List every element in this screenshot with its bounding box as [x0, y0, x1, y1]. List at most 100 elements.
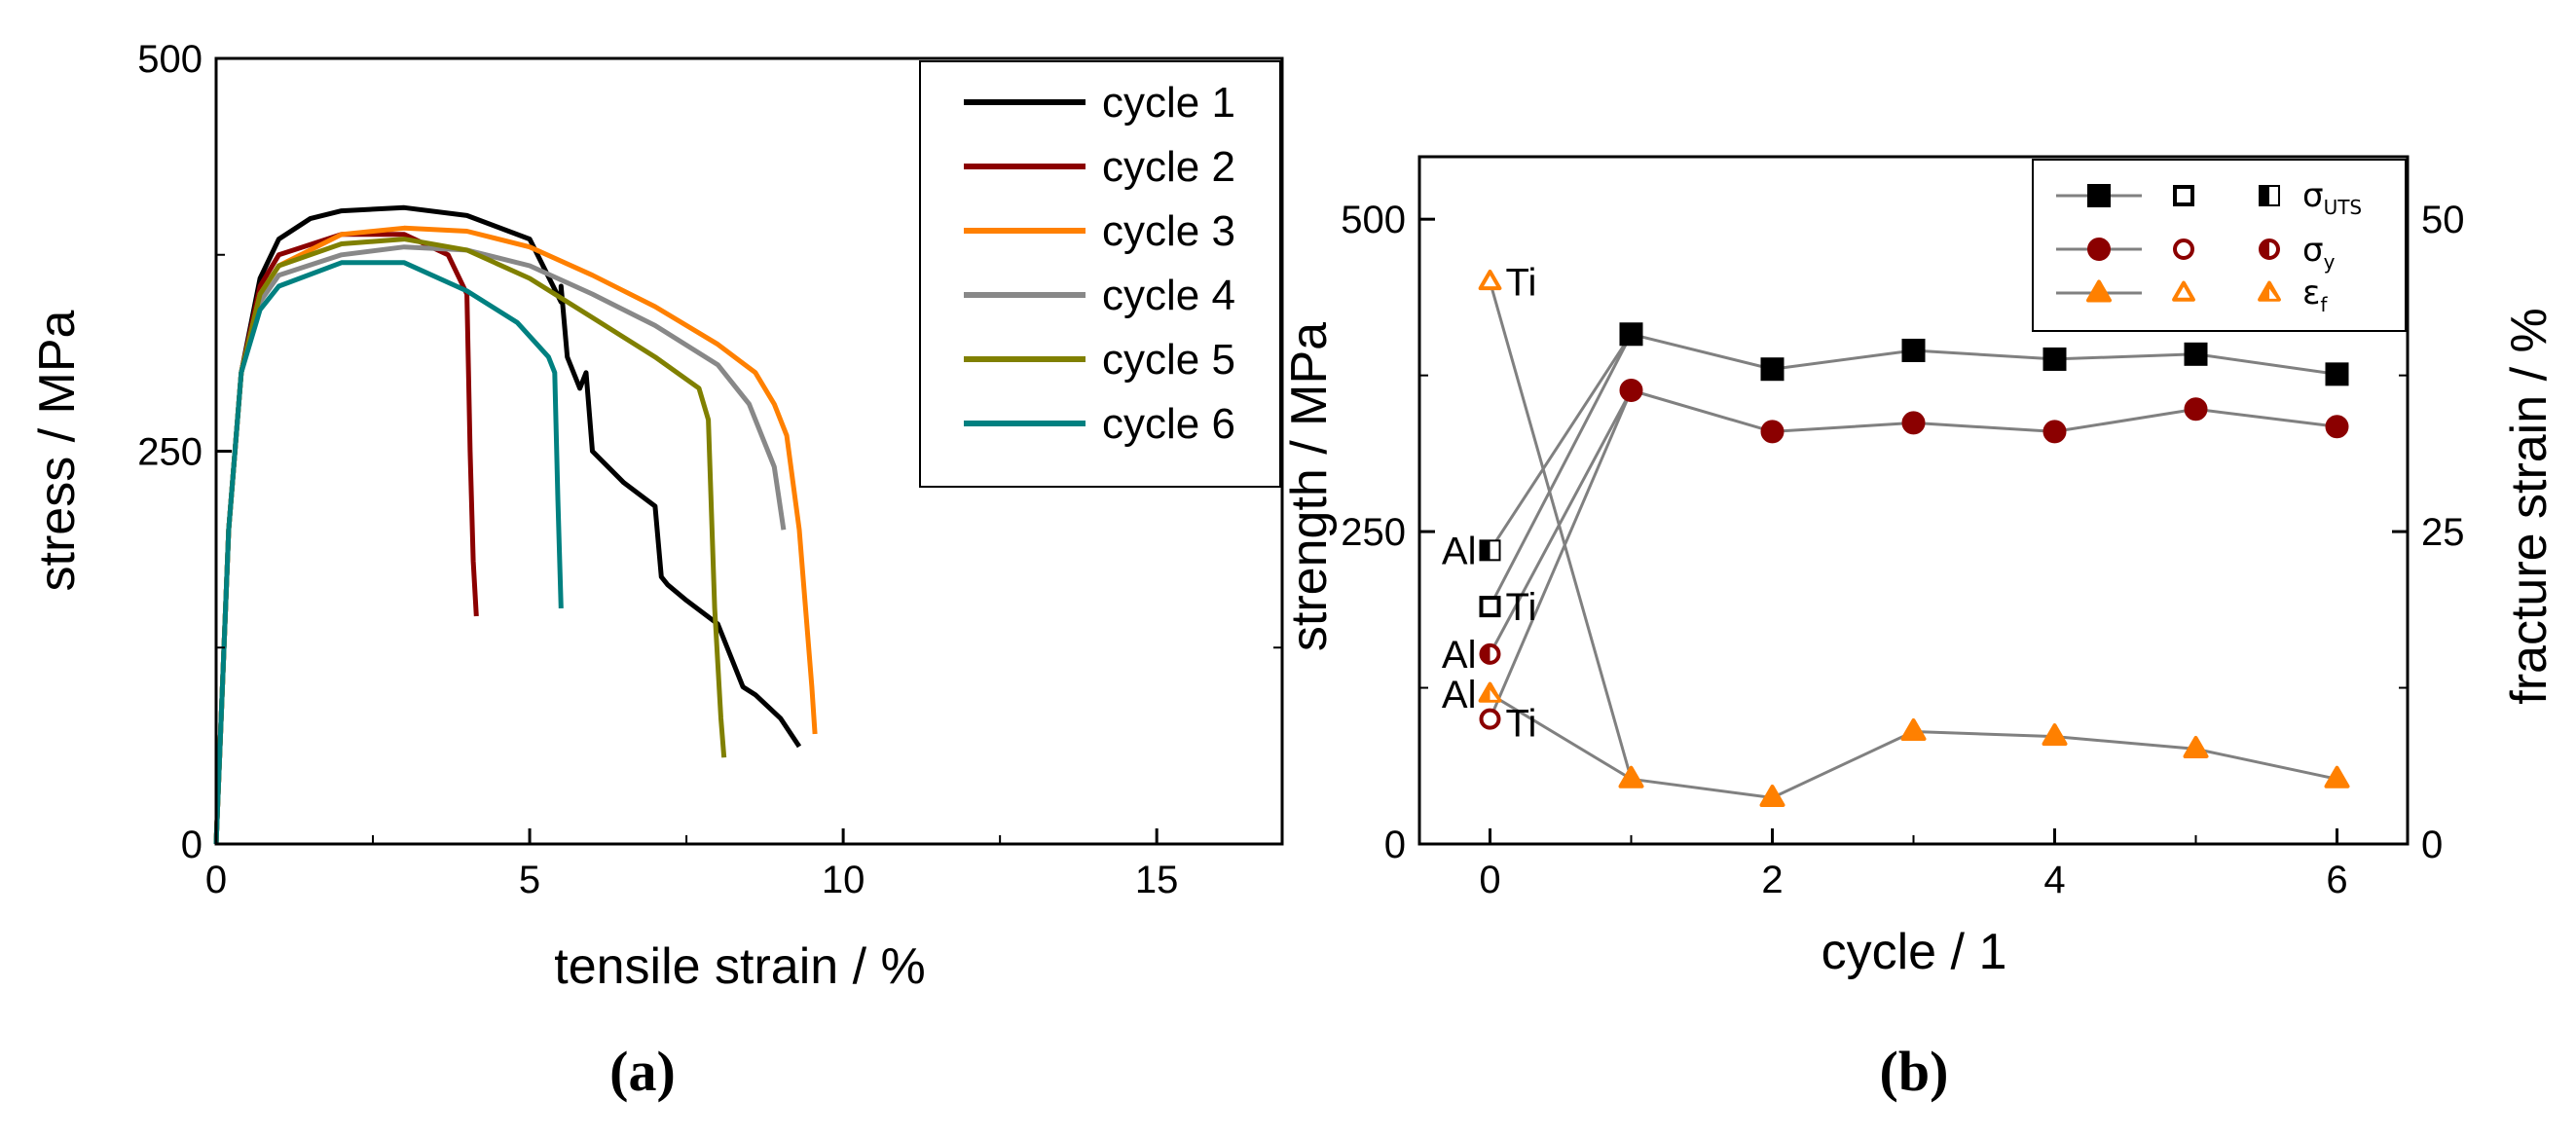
- legend-box: [919, 60, 1281, 488]
- legend-marker-filled-triangle: [2086, 279, 2112, 303]
- data-point-square-shape: [2325, 362, 2349, 386]
- reference-label-al: Al: [1442, 674, 1477, 716]
- panel-b-label: (b): [1880, 1040, 1949, 1103]
- legend-marker-half-triangle-half: [2269, 288, 2277, 299]
- reference-label-al: Al: [1442, 634, 1477, 677]
- panel-a-legend: cycle 1 cycle 2 cycle 3 cycle 4 cycle 5 …: [919, 60, 1281, 488]
- reference-marker-ti: [1479, 596, 1501, 618]
- data-point-triangle: [1618, 765, 1644, 789]
- reference-connector-line: [1489, 389, 1633, 720]
- data-point-circle-shape: [2325, 415, 2349, 439]
- data-point-triangle-shape: [1759, 785, 1785, 808]
- legend-marker-half-circle: [2259, 238, 2280, 260]
- data-point-square-shape: [2184, 342, 2208, 366]
- x-tick-label: 10: [822, 859, 865, 901]
- data-point-triangle-shape: [2042, 723, 2068, 747]
- reference-marker-al: [1479, 642, 1501, 665]
- series-line-square: [1631, 332, 2337, 376]
- legend-marker-filled-circle-shape: [2087, 238, 2111, 261]
- data-point-triangle: [2042, 723, 2068, 747]
- y-tick-label: 500: [137, 38, 202, 81]
- panel-b-data-points: Al Ti Al Ti Ti Al: [1442, 261, 2350, 808]
- data-point-circle: [1619, 379, 1643, 403]
- y-tick-label: 250: [1341, 511, 1406, 554]
- data-point-circle: [2184, 397, 2208, 422]
- panel-a-stress-strain-chart: 0 5 10 15 0 250 500 cycle 1 cycle 2 cycle 3 cy…: [29, 38, 1284, 1103]
- data-point-triangle: [1900, 717, 1927, 741]
- legend-marker-half-square: [2259, 185, 2280, 206]
- data-point-square-shape: [1619, 322, 1643, 347]
- data-point-triangle-shape: [2183, 735, 2209, 758]
- panel-a-ticks: 0 5 10 15 0 250 500: [137, 38, 1282, 901]
- data-point-circle-shape: [1619, 379, 1643, 403]
- reference-label-ti: Ti: [1506, 261, 1537, 304]
- legend-label-cycle-6: cycle 6: [1102, 400, 1235, 448]
- panel-a-x-axis-title: tensile strain / %: [554, 938, 926, 995]
- data-point-triangle: [2183, 735, 2209, 758]
- data-point-square: [2184, 342, 2208, 366]
- reference-marker-ti-shape: [1479, 708, 1501, 730]
- reference-marker-al-half: [1490, 646, 1497, 661]
- reference-marker-al-half: [1490, 689, 1498, 700]
- legend-marker-filled-triangle-shape: [2086, 279, 2112, 303]
- reference-marker-ti-shape: [1478, 270, 1502, 291]
- reference-connector-line: [1489, 333, 1633, 552]
- reference-marker-al-half: [1490, 541, 1499, 560]
- reference-connector-line: [1489, 280, 1633, 780]
- y-tick-label: 0: [181, 824, 202, 866]
- data-point-circle: [1901, 411, 1926, 435]
- legend-marker-half-circle-half: [2269, 242, 2276, 256]
- legend-marker-filled-square-shape: [2087, 184, 2111, 207]
- panel-b-y-axis-title: strength / MPa: [1281, 322, 1338, 651]
- y-tick-label: 0: [1384, 824, 1406, 866]
- data-point-circle-shape: [2184, 397, 2208, 422]
- data-point-circle-shape: [1760, 420, 1785, 444]
- panel-b-ticks: 0 2 4 6 0 250 500 0 25 50: [1341, 199, 2464, 901]
- legend-label-cycle-4: cycle 4: [1102, 272, 1235, 319]
- x-tick-label: 0: [205, 859, 227, 901]
- reference-marker-al: [1479, 539, 1501, 562]
- data-point-triangle-shape: [2324, 765, 2350, 789]
- legend-label-cycle-1: cycle 1: [1102, 79, 1235, 127]
- x-tick-label: 5: [519, 859, 540, 901]
- reference-label-al: Al: [1442, 530, 1477, 572]
- x-tick-label: 6: [2326, 859, 2347, 901]
- legend-subscript-uts: UTS: [2324, 196, 2363, 219]
- reference-marker-al: [1478, 681, 1502, 703]
- data-point-circle: [2325, 415, 2349, 439]
- data-point-triangle-shape: [1900, 717, 1927, 741]
- legend-marker-open-circle-shape: [2173, 238, 2194, 260]
- legend-marker-filled-square: [2087, 184, 2111, 207]
- x-tick-label: 4: [2043, 859, 2065, 901]
- legend-symbol-uts: σ: [2302, 176, 2324, 215]
- reference-label-ti: Ti: [1506, 586, 1537, 629]
- y-tick-label: 500: [1341, 199, 1406, 241]
- legend-symbol-yield: σ: [2302, 231, 2324, 270]
- legend-label-yield: σy: [2302, 231, 2336, 274]
- legend-label-cycle-2: cycle 2: [1102, 143, 1235, 191]
- data-point-square: [1760, 357, 1785, 382]
- legend-marker-open-circle: [2173, 238, 2194, 260]
- legend-marker-half-square-half: [2269, 187, 2278, 204]
- x-tick-label: 15: [1135, 859, 1179, 901]
- reference-marker-ti: [1478, 270, 1502, 291]
- series-line-triangle: [1631, 729, 2337, 800]
- data-point-square: [2042, 347, 2067, 371]
- data-point-circle: [1760, 420, 1785, 444]
- legend-subscript-strain: f: [2320, 293, 2328, 316]
- legend-marker-half-triangle: [2258, 280, 2281, 302]
- reference-label-ti: Ti: [1506, 703, 1537, 746]
- legend-label-cycle-3: cycle 3: [1102, 207, 1235, 255]
- data-point-triangle-shape: [1618, 765, 1644, 789]
- data-point-circle-shape: [1901, 411, 1926, 435]
- reference-connector-line: [1489, 333, 1633, 607]
- series-line-circle: [1631, 388, 2337, 433]
- data-point-circle: [2042, 420, 2067, 444]
- y-tick-label: 250: [137, 431, 202, 474]
- legend-symbol-strain: ε: [2302, 274, 2320, 312]
- y-right-tick-label: 50: [2421, 199, 2465, 241]
- data-point-square-shape: [2042, 347, 2067, 371]
- reference-connector-line: [1489, 692, 1633, 781]
